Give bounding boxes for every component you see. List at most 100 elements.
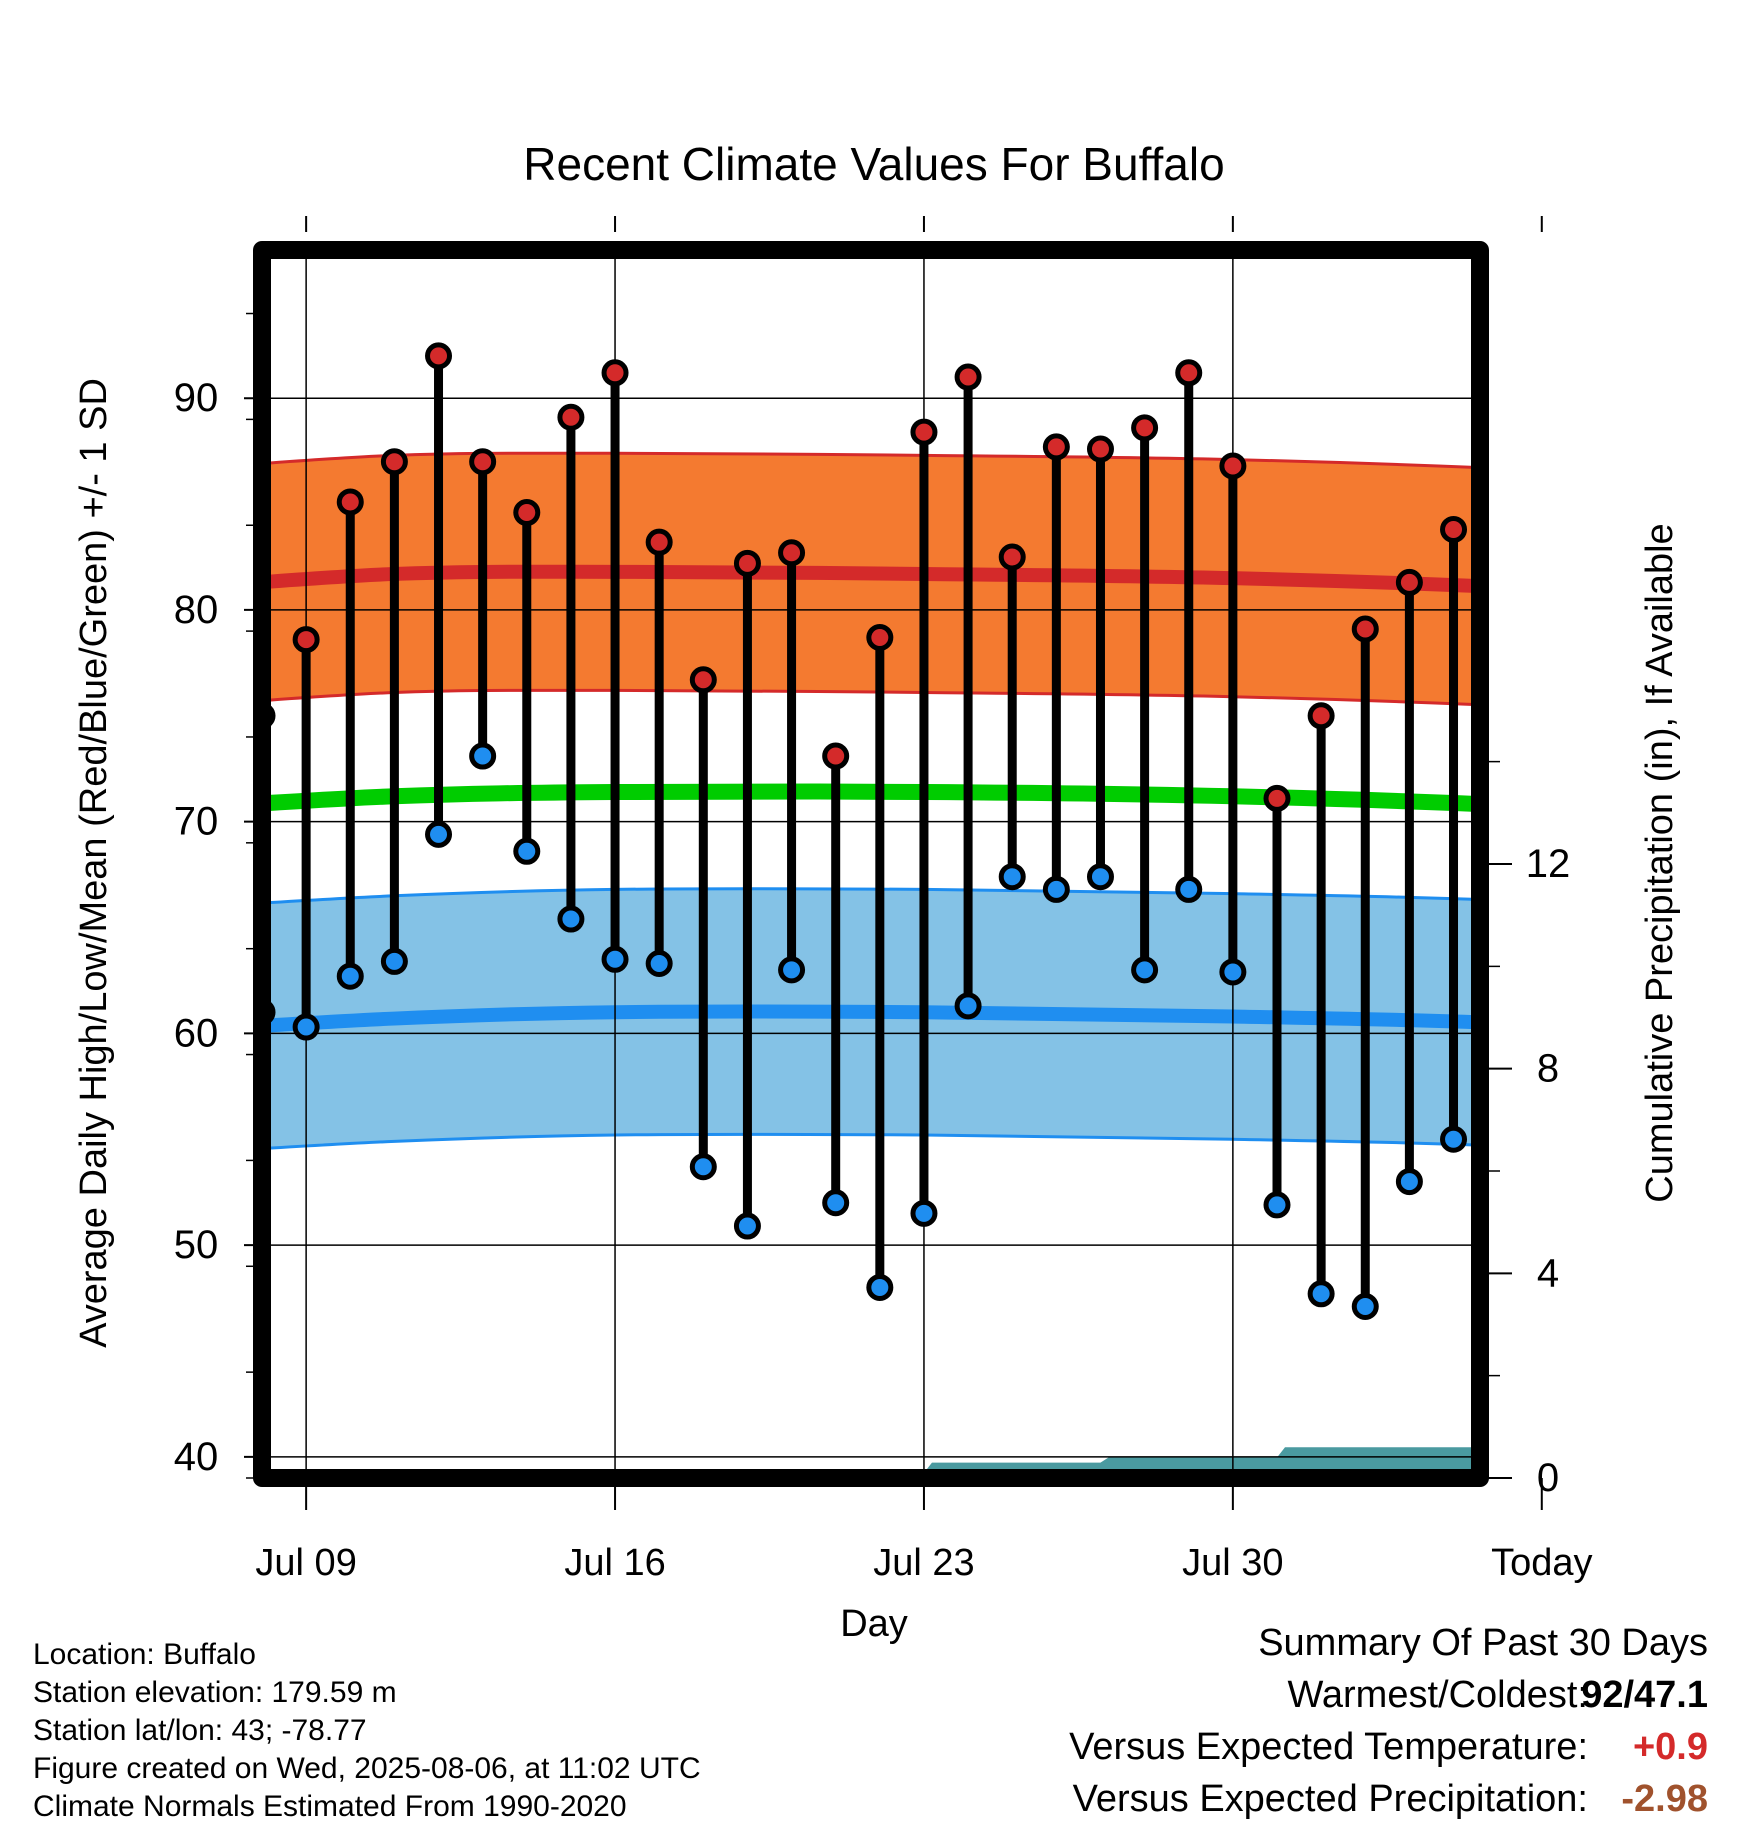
high-sd-annotation: 1 SD: ±5.6°F (1560, 453, 1660, 528)
low-avg-annotation-line: Avg: (1560, 1033, 1634, 1071)
high-band-upper-edge (262, 451, 1480, 470)
low-temp-point (1131, 956, 1159, 984)
high-temp-point (822, 742, 850, 770)
y2-tick-label: 0 (1537, 1456, 1559, 1500)
low-temp-point (866, 1273, 894, 1301)
high-temp-point (1307, 702, 1335, 730)
summary-value: -2.98 (1621, 1778, 1708, 1820)
high-sd-band (262, 453, 1480, 705)
x-tick-label: Jul 09 (255, 1542, 356, 1584)
high-normal-line (262, 564, 1480, 594)
location-text: Location: Buffalo (33, 1638, 256, 1671)
summary-label: Warmest/Coldest: (1287, 1674, 1588, 1716)
y2-tick-label: 12 (1526, 842, 1571, 886)
y-tick-label: 50 (174, 1223, 219, 1267)
high-temp-point (425, 342, 453, 370)
y-tick-label: 80 (174, 588, 219, 632)
high-temp-point (689, 666, 717, 694)
low-temp-point (954, 992, 982, 1020)
summary-title: Summary Of Past 30 Days (1258, 1622, 1708, 1664)
low-temp-point (1487, 1096, 1509, 1118)
low-sd-annotation-line: 1 SD: (1560, 906, 1647, 944)
y-tick-label: 60 (174, 1011, 219, 1055)
high-temp-point (1086, 435, 1114, 463)
high-temp-point (207, 472, 229, 494)
low-temp-point (469, 742, 497, 770)
mean-normal-line (262, 783, 1480, 813)
low-temp-point (425, 820, 453, 848)
y-tick-label: 70 (174, 800, 219, 844)
days-annotation: 30 Days (1554, 1354, 1640, 1434)
low-avg-marker (1528, 1011, 1556, 1039)
high-band-lower-edge (262, 688, 1480, 707)
y2-tick-label: 4 (1537, 1251, 1559, 1295)
high-temp-point (1395, 568, 1423, 596)
high-temp-point (1351, 615, 1379, 643)
y2-tick-label: 8 (1537, 1047, 1559, 1091)
low-band-upper-edge (262, 887, 1480, 905)
high-temp-point (1219, 452, 1247, 480)
high-temp-point (601, 359, 629, 387)
low-temp-point (292, 1013, 320, 1041)
latlon-text: Station lat/lon: 43; -78.77 (33, 1714, 367, 1747)
high-temp-point (645, 528, 673, 556)
low-temp-point (1086, 863, 1114, 891)
y-tick-label: 40 (174, 1435, 219, 1479)
high-temp-point (1042, 433, 1070, 461)
summary-value: 92/47.1 (1581, 1674, 1708, 1716)
high-sd-annotation-line: 1 SD: (1560, 453, 1647, 491)
x-tick-label: Jul 23 (873, 1542, 974, 1584)
summary-value: +0.9 (1632, 1726, 1708, 1768)
high-temp-point (336, 488, 364, 516)
low-temp-point (1219, 958, 1247, 986)
x-axis-label: Day (840, 1603, 908, 1645)
low-temp-point (601, 945, 629, 973)
low-temp-point (733, 1212, 761, 1240)
low-temp-point (1440, 1125, 1468, 1153)
high-avg-marker (1528, 575, 1556, 603)
summary-label: Versus Expected Temperature: (1069, 1726, 1588, 1768)
low-temp-point (557, 905, 585, 933)
high-temp-point (733, 549, 761, 577)
high-temp-point (292, 626, 320, 654)
low-temp-point (336, 962, 364, 990)
low-temp-point (1351, 1293, 1379, 1321)
high-temp-point (910, 418, 938, 446)
high-temp-point (998, 543, 1026, 571)
y-axis-label: Average Daily High/Low/Mean (Red/Blue/Gr… (73, 378, 115, 1348)
days-annotation-line: 30 (1554, 1354, 1594, 1395)
y-tick-label: 90 (174, 376, 219, 420)
high-temp-point (380, 448, 408, 476)
high-temp-point (1131, 414, 1159, 442)
low-temp-point (1395, 1168, 1423, 1196)
high-temp-point (1487, 396, 1509, 418)
low-temp-point (207, 847, 229, 869)
days-annotation-line: Days (1554, 1393, 1640, 1434)
high-temp-point (1440, 515, 1468, 543)
high-temp-point (778, 539, 806, 567)
high-temp-point (469, 448, 497, 476)
low-sd-band (262, 888, 1480, 1149)
low-temp-point (1307, 1280, 1335, 1308)
high-temp-point (557, 403, 585, 431)
low-temp-point (380, 947, 408, 975)
high-temp-point (1263, 784, 1291, 812)
y2-axis-label: Cumulative Precipitation (in), If Availa… (1639, 523, 1681, 1202)
x-tick-label: Jul 30 (1182, 1542, 1283, 1584)
high-temp-point (954, 363, 982, 391)
x-tick-label: Jul 16 (564, 1542, 665, 1584)
x-tick-label: Today (1491, 1542, 1592, 1584)
created-text: Figure created on Wed, 2025-08-06, at 11… (33, 1752, 701, 1785)
low-temp-point (645, 950, 673, 978)
low-band-lower-edge (262, 1132, 1480, 1151)
low-temp-point (1042, 875, 1070, 903)
high-avg-annotation-line: 81°F (1576, 634, 1648, 672)
low-temp-point (1175, 875, 1203, 903)
low-temp-point (513, 837, 541, 865)
low-temp-point (998, 863, 1026, 891)
high-temp-point (866, 623, 894, 651)
low-temp-point (778, 956, 806, 984)
